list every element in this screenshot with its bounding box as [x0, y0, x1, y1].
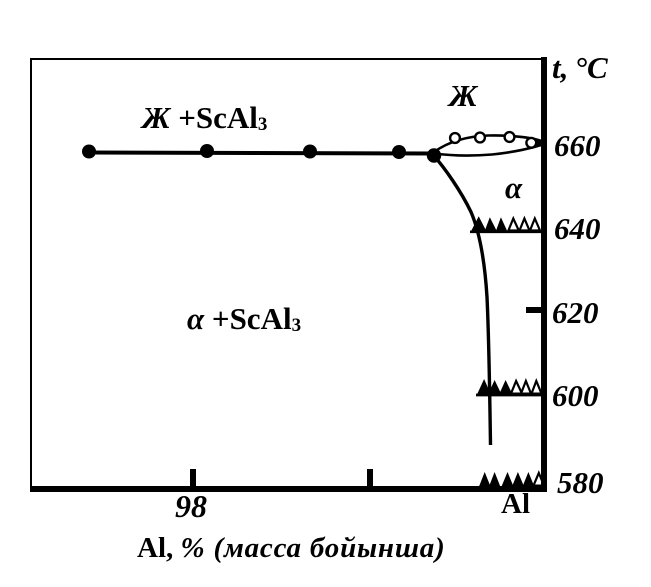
svg-text:Ж: Ж	[447, 78, 479, 113]
svg-text:Ж +ScAl3: Ж +ScAl3	[140, 100, 267, 135]
svg-text:580: 580	[557, 465, 604, 500]
svg-text:640: 640	[554, 211, 601, 246]
svg-text:620: 620	[552, 295, 599, 330]
svg-text:600: 600	[552, 378, 599, 413]
svg-text:α +ScAl3: α +ScAl3	[187, 301, 301, 336]
svg-text:α: α	[505, 170, 523, 205]
svg-text:Al, % (масса бойынша): Al, % (масса бойынша)	[137, 532, 446, 564]
svg-text:Al: Al	[501, 488, 530, 520]
svg-text:t, °C: t, °C	[552, 50, 608, 85]
svg-text:660: 660	[554, 128, 601, 163]
svg-text:98: 98	[175, 488, 207, 524]
